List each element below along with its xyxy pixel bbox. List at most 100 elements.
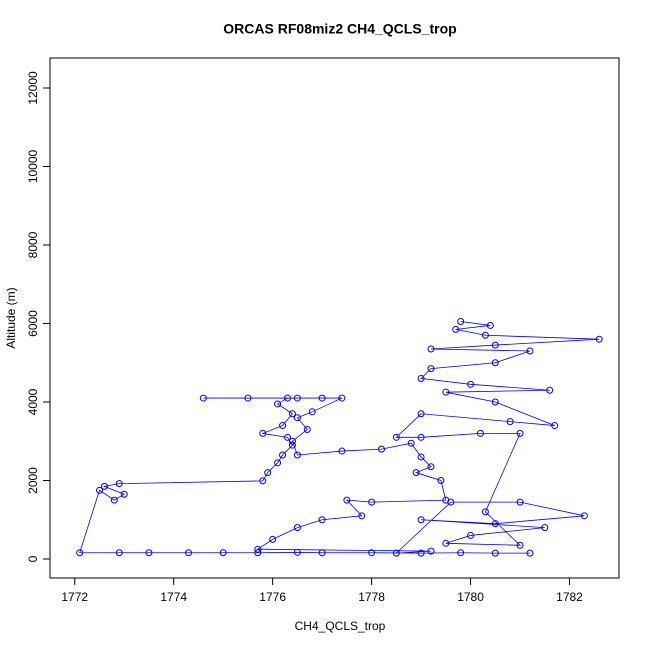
data-point (318, 549, 326, 557)
data-point (244, 394, 252, 402)
data-point (318, 516, 326, 524)
data-point (476, 429, 484, 437)
x-tick-label: 1778 (358, 590, 385, 604)
data-point (427, 345, 435, 353)
data-point (293, 394, 301, 402)
data-point (110, 496, 118, 504)
data-point (343, 496, 351, 504)
y-axis-label: Altitude (m) (4, 287, 18, 348)
data-point (392, 433, 400, 441)
data-point (481, 331, 489, 339)
data-point (491, 341, 499, 349)
x-tick-label: 1780 (457, 590, 484, 604)
data-point (412, 469, 420, 477)
data-point (546, 386, 554, 394)
data-point (491, 520, 499, 528)
data-point (259, 477, 267, 485)
data-point (491, 549, 499, 557)
data-point (288, 441, 296, 449)
data-point (145, 549, 153, 557)
data-point (259, 429, 267, 437)
data-point (417, 410, 425, 418)
x-tick-label: 1774 (160, 590, 187, 604)
y-tick-label: 2000 (26, 467, 40, 494)
y-tick-label: 12000 (26, 71, 40, 105)
data-point (100, 482, 108, 490)
data-point (368, 498, 376, 506)
data-point (417, 516, 425, 524)
data-point (293, 451, 301, 459)
data-point (254, 549, 262, 557)
data-point (219, 549, 227, 557)
data-point (516, 541, 524, 549)
data-point (457, 318, 465, 326)
data-point (76, 549, 84, 557)
y-tick-label: 8000 (26, 231, 40, 258)
data-point (279, 451, 287, 459)
data-point (264, 469, 272, 477)
data-point (288, 437, 296, 445)
data-point (303, 425, 311, 433)
data-point (199, 394, 207, 402)
data-point (115, 549, 123, 557)
data-point (447, 498, 455, 506)
data-point (120, 490, 128, 498)
data-point (506, 418, 514, 426)
data-point (283, 394, 291, 402)
y-tick-label: 0 (26, 555, 40, 562)
data-point (95, 486, 103, 494)
data-point (293, 524, 301, 532)
data-point (318, 394, 326, 402)
data-point (467, 531, 475, 539)
y-tick-label: 6000 (26, 310, 40, 337)
y-tick-label: 10000 (26, 149, 40, 183)
data-point (541, 524, 549, 532)
data-point (254, 545, 262, 553)
data-point (442, 388, 450, 396)
data-point (452, 325, 460, 333)
data-point (437, 477, 445, 484)
data-point (516, 498, 524, 506)
data-point (427, 365, 435, 373)
data-point (269, 535, 277, 543)
data-point (274, 459, 282, 467)
data-point (551, 422, 559, 430)
x-tick-label: 1776 (259, 590, 286, 604)
x-tick-label: 1782 (556, 590, 583, 604)
data-point (417, 374, 425, 382)
x-tick-label: 1772 (61, 590, 88, 604)
data-point (467, 380, 475, 388)
data-point (392, 549, 400, 557)
data-point (486, 321, 494, 329)
data-point (595, 335, 603, 343)
data-point (338, 394, 346, 402)
data-point (427, 547, 435, 555)
y-tick-label: 4000 (26, 388, 40, 415)
data-point (115, 480, 123, 488)
data-line (79, 321, 600, 554)
chart-title: ORCAS RF08miz2 CH4_QCLS_trop (223, 21, 456, 37)
data-point (293, 414, 301, 422)
data-point (481, 508, 489, 516)
data-point (358, 512, 366, 520)
data-point (338, 447, 346, 455)
data-point (417, 549, 425, 557)
data-point (491, 359, 499, 367)
data-point (580, 512, 588, 520)
plot-frame (49, 57, 620, 579)
data-point (378, 445, 386, 453)
data-point (368, 549, 376, 557)
data-point (427, 463, 435, 471)
data-point (308, 408, 316, 416)
data-point (274, 400, 282, 408)
data-point (526, 549, 534, 557)
data-point (457, 549, 465, 557)
data-point (417, 433, 425, 441)
data-point (442, 539, 450, 547)
data-point (288, 410, 296, 418)
data-point (283, 433, 291, 441)
data-point (293, 548, 301, 556)
data-point (185, 549, 193, 557)
data-point (526, 347, 534, 355)
